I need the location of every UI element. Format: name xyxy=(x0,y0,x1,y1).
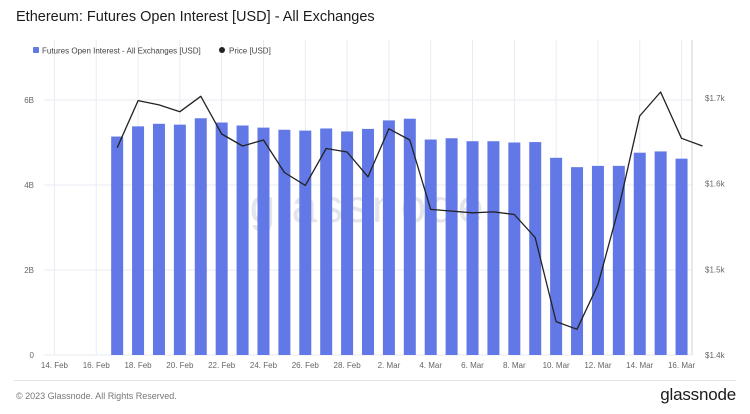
open-interest-bar xyxy=(529,142,542,355)
open-interest-bar xyxy=(654,151,667,355)
x-tick-label: 24. Feb xyxy=(250,361,278,370)
x-tick-label: 20. Feb xyxy=(166,361,194,370)
x-tick-label: 22. Feb xyxy=(208,361,236,370)
open-interest-bar xyxy=(424,139,437,355)
legend-item-open-interest[interactable]: Futures Open Interest - All Exchanges [U… xyxy=(42,47,201,56)
open-interest-bar xyxy=(236,125,249,355)
open-interest-bar xyxy=(675,158,688,355)
legend-line-marker xyxy=(219,47,225,53)
open-interest-bar xyxy=(571,167,584,355)
open-interest-bar xyxy=(362,128,374,355)
open-interest-bar xyxy=(612,165,625,355)
x-tick-label: 2. Mar xyxy=(378,361,401,370)
x-tick-label: 26. Feb xyxy=(292,361,320,370)
x-tick-label: 16. Mar xyxy=(668,361,695,370)
open-interest-bars xyxy=(111,118,688,356)
glassnode-logo: glassnode xyxy=(660,385,736,404)
open-interest-bar xyxy=(173,124,186,356)
open-interest-bar xyxy=(152,123,165,355)
y-right-tick-label: $1.4k xyxy=(705,351,726,360)
x-tick-label: 6. Mar xyxy=(461,361,484,370)
open-interest-bar xyxy=(487,141,500,355)
y-left-tick-label: 0 xyxy=(30,351,35,360)
x-tick-label: 16. Feb xyxy=(83,361,111,370)
x-tick-label: 12. Mar xyxy=(584,361,611,370)
open-interest-bar xyxy=(111,136,124,355)
y-right-tick-label: $1.5k xyxy=(705,265,726,274)
legend-bar-marker xyxy=(33,47,39,53)
open-interest-bar xyxy=(320,128,333,355)
x-tick-label: 14. Mar xyxy=(626,361,653,370)
open-interest-bar xyxy=(403,118,416,355)
chart-title: Ethereum: Futures Open Interest [USD] - … xyxy=(16,9,375,25)
footer-divider xyxy=(14,380,736,381)
x-tick-label: 10. Mar xyxy=(543,361,570,370)
x-tick-label: 8. Mar xyxy=(503,361,526,370)
open-interest-bar xyxy=(382,120,395,356)
open-interest-bar xyxy=(508,142,521,355)
open-interest-bar xyxy=(445,138,458,355)
price-line-group xyxy=(116,91,703,330)
price-line xyxy=(116,91,703,330)
open-interest-bar xyxy=(215,122,228,356)
open-interest-bar xyxy=(466,141,479,355)
x-tick-label: 14. Feb xyxy=(41,361,69,370)
open-interest-bar xyxy=(550,157,563,355)
copyright-text: © 2023 Glassnode. All Rights Reserved. xyxy=(16,391,177,401)
open-interest-bar xyxy=(194,118,207,356)
open-interest-bar xyxy=(132,126,145,355)
axes: 14. Feb 16. Feb 18. Feb 20. Feb 22. Feb 24. F… xyxy=(24,94,725,370)
y-left-tick-label: 4B xyxy=(24,181,34,190)
legend-item-price[interactable]: Price [USD] xyxy=(229,47,271,56)
y-right-tick-label: $1.7k xyxy=(705,94,726,103)
open-interest-bar xyxy=(299,130,312,355)
legend[interactable]: Futures Open Interest - All Exchanges [U… xyxy=(33,47,271,56)
open-interest-bar xyxy=(278,129,291,355)
open-interest-bar xyxy=(633,152,646,355)
x-tick-label: 4. Mar xyxy=(419,361,442,370)
x-tick-label: 18. Feb xyxy=(124,361,152,370)
y-right-tick-label: $1.6k xyxy=(705,180,726,189)
y-left-tick-label: 2B xyxy=(24,266,34,275)
open-interest-bar xyxy=(591,165,604,355)
open-interest-bar xyxy=(257,127,270,355)
open-interest-bar xyxy=(341,131,354,355)
x-tick-label: 28. Feb xyxy=(334,361,362,370)
y-left-tick-label: 6B xyxy=(24,96,34,105)
